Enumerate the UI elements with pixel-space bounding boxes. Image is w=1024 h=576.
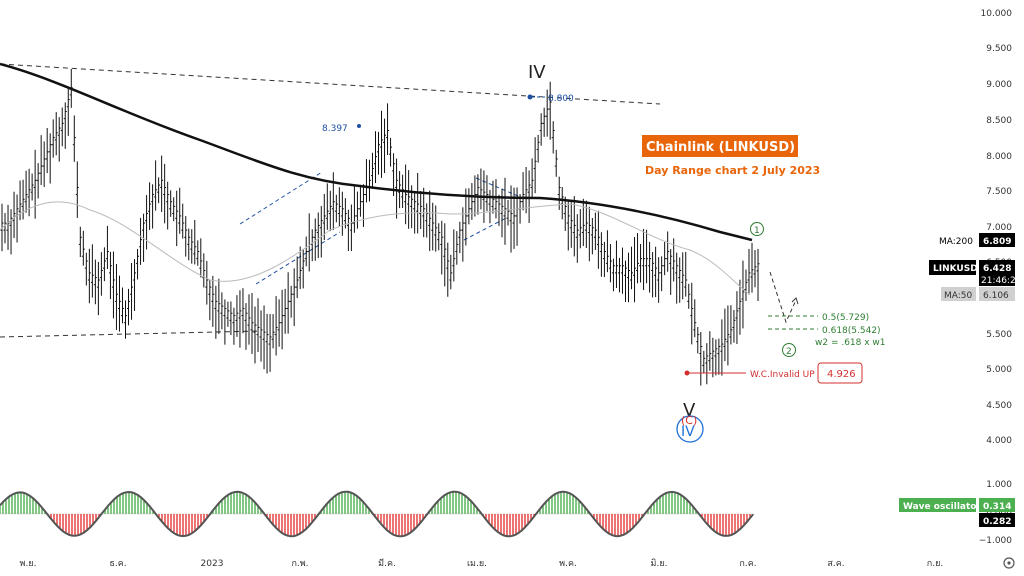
symbol-badge (929, 260, 976, 275)
chart-title: Chainlink (LINKUSD) (646, 140, 795, 155)
wave-circle-iv-label: IV (681, 424, 695, 440)
y-tick-label: 5.000 (986, 365, 1012, 375)
wave-circle-iv (676, 415, 704, 443)
x-tick-label: เม.ย. (467, 559, 487, 569)
price-bars (0, 68, 760, 386)
fib-05-label: 0.5(5.729) (822, 313, 869, 323)
peak-marker (527, 94, 533, 100)
ma50-line (0, 201, 751, 295)
ma200-name: MA:200 (939, 237, 973, 247)
osc-value2: 0.282 (983, 517, 1011, 527)
y-tick-label: 10.000 (981, 9, 1013, 19)
ma200-line (0, 62, 753, 242)
y-tick-label: 8.500 (986, 116, 1012, 126)
y-tick-label: 7.500 (986, 187, 1012, 197)
y-tick-label: 7.000 (986, 223, 1012, 233)
x-tick-label: พ.ย. (20, 559, 37, 569)
channel2-lower (463, 217, 507, 241)
title-box (642, 135, 798, 157)
x-tick-label: พ.ค. (559, 559, 577, 569)
projection-path (769, 271, 797, 324)
channel-lower (255, 231, 341, 285)
invalid-value: 4.926 (827, 369, 856, 380)
x-tick-label: ก.ค. (739, 559, 756, 569)
fib-0618-label: 0.618(5.542) (822, 326, 881, 336)
symbol-label: LINKUSD (933, 264, 978, 274)
x-tick-label: 2023 (201, 559, 224, 569)
left-high-marker (357, 124, 361, 128)
wave-1-label: 1 (754, 226, 760, 236)
osc-name: Wave oscillator (903, 502, 981, 512)
x-tick-label: มิ.ย. (651, 558, 668, 569)
ma50-value: 6.106 (983, 291, 1009, 301)
y-tick-label: 5.500 (986, 330, 1012, 340)
wave-2-label: 2 (786, 347, 792, 357)
y-tick-label: 9.000 (986, 80, 1012, 90)
wave-1-circle (750, 222, 764, 236)
ma200-value-badge (979, 233, 1015, 247)
oscillator-bars (0, 491, 754, 537)
x-tick-label: ธ.ค. (109, 559, 126, 569)
osc-value2-badge (979, 513, 1015, 527)
y-tick-label: 1.000 (986, 480, 1012, 490)
ma50-value-badge (979, 287, 1015, 301)
peak-label: 8.800 (548, 94, 574, 104)
channel-upper (239, 171, 323, 225)
y-tick-label: 4.500 (986, 401, 1012, 411)
x-tick-label: มี.ค. (378, 558, 396, 569)
y-tick-label: 8.000 (986, 152, 1012, 162)
invalid-label: W.C.Invalid UP (750, 370, 815, 380)
y-tick-label: 9.500 (986, 44, 1012, 54)
x-tick-label: ก.พ. (291, 559, 308, 569)
ma50-badge (941, 287, 976, 301)
ma50-name: MA:50 (944, 291, 973, 301)
osc-value1-badge (979, 498, 1015, 512)
x-tick-label: ส.ค. (827, 559, 844, 569)
lower-trendline (0, 330, 261, 338)
osc-value1: 0.314 (983, 502, 1011, 512)
invalid-value-box (817, 362, 863, 384)
osc-name-badge (899, 498, 976, 512)
settings-icon[interactable] (1003, 557, 1015, 569)
y-tick-label: 4.000 (986, 436, 1012, 446)
wave-iv-label: IV (528, 62, 546, 83)
wave-2-circle (782, 343, 796, 357)
ma200-value: 6.809 (983, 237, 1011, 247)
wave-c-label: (C) (681, 414, 697, 427)
oscillator-line (0, 490, 754, 538)
x-axis-ticks: พ.ย. ธ.ค. 2023 ก.พ. มี.ค. เม.ย. พ.ค. มิ.ย. ก.ค. ส… (20, 558, 944, 569)
countdown: 21:46:21 (981, 276, 1021, 286)
settings-icon-center (1007, 561, 1011, 565)
w2-note: w2 = .618 x w1 (815, 338, 886, 348)
invalid-marker (684, 370, 690, 376)
left-high-label: 8.397 (322, 124, 348, 134)
chart-subtitle: Day Range chart 2 July 2023 (645, 164, 820, 177)
price-badge (979, 260, 1015, 286)
y-tick-label: −1.000 (979, 536, 1013, 546)
last-price: 6.428 (983, 264, 1011, 274)
x-tick-label: ก.ย. (927, 559, 943, 569)
projection-arrow (791, 297, 799, 305)
ma200-badge (936, 233, 976, 247)
channel2-upper (475, 177, 519, 197)
